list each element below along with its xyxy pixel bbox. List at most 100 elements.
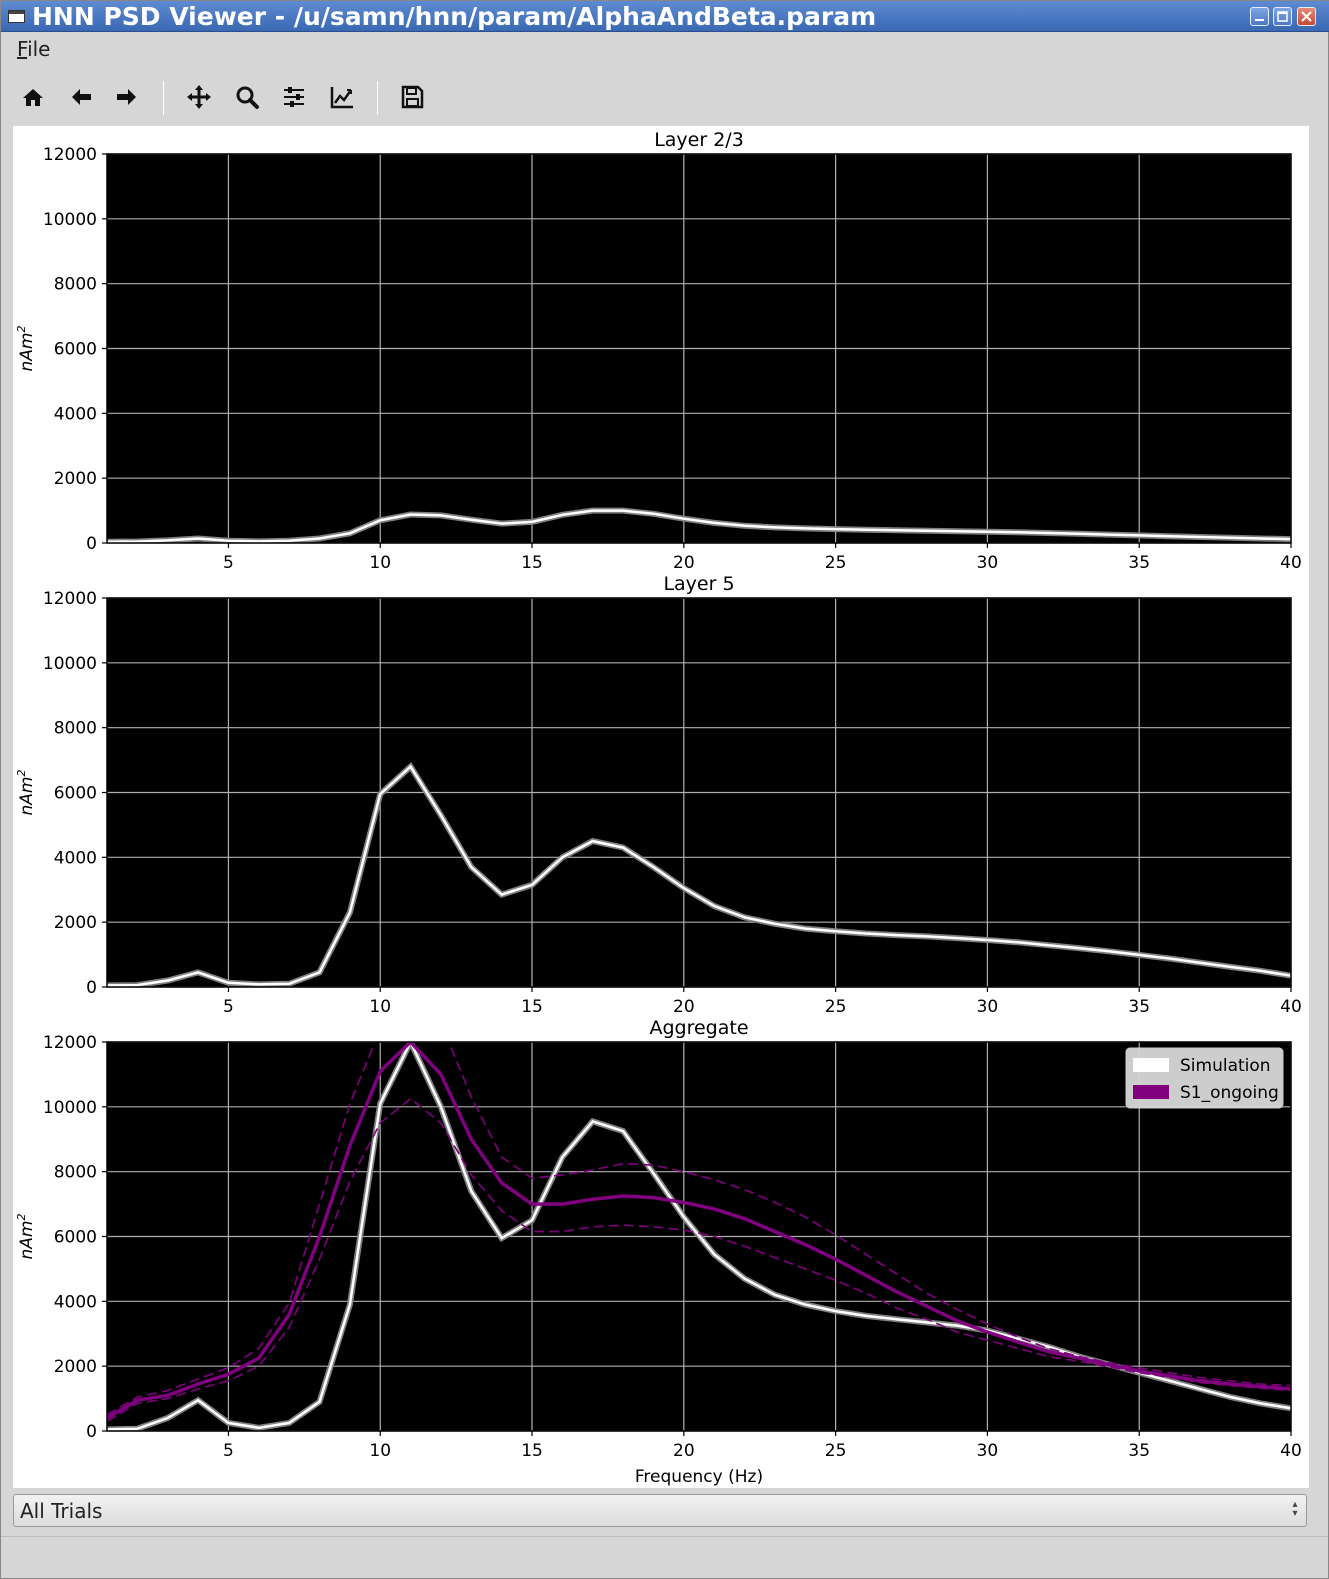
subplot-1: 5 10 15 20 25 30 35 40 0 2000 4000 6000 8000 10000 120… xyxy=(15,573,1302,1017)
x-tick-label: 35 xyxy=(1128,997,1150,1017)
x-tick-label: 15 xyxy=(521,553,543,573)
x-tick-label: 10 xyxy=(369,553,391,573)
minimize-button[interactable] xyxy=(1250,7,1269,26)
x-tick-label: 40 xyxy=(1280,1441,1302,1461)
x-tick-label: 5 xyxy=(223,1441,234,1461)
back-button[interactable] xyxy=(63,79,99,115)
zoom-icon xyxy=(236,86,259,109)
x-tick-label: 35 xyxy=(1128,1441,1150,1461)
x-tick-label: 30 xyxy=(977,997,999,1017)
home-icon xyxy=(23,89,43,106)
y-tick-label: 10000 xyxy=(43,210,97,230)
zoom-button[interactable] xyxy=(229,79,265,115)
x-tick-label: 15 xyxy=(521,997,543,1017)
y-tick-label: 0 xyxy=(86,978,97,998)
save-icon xyxy=(401,85,424,109)
toolbar-separator xyxy=(163,81,164,115)
x-tick-label: 25 xyxy=(825,1441,847,1461)
close-button[interactable] xyxy=(1297,7,1316,26)
x-tick-label: 10 xyxy=(369,997,391,1017)
x-axis-label: Frequency (Hz) xyxy=(635,1467,763,1487)
maximize-icon xyxy=(1277,11,1288,22)
trial-selector[interactable]: All Trials ▴ ▾ xyxy=(13,1494,1307,1527)
subplot-title: Layer 5 xyxy=(663,573,734,595)
subplot-2: 5 10 15 20 25 30 35 40 0 2000 4000 6000 8000 10000 120… xyxy=(15,1017,1302,1487)
status-bar xyxy=(1,1536,1328,1578)
y-tick-label: 6000 xyxy=(54,784,97,804)
y-tick-label: 0 xyxy=(86,1422,97,1442)
x-tick-label: 30 xyxy=(977,1441,999,1461)
home-button[interactable] xyxy=(15,79,51,115)
maximize-button[interactable] xyxy=(1273,7,1292,26)
series-line-simulation xyxy=(107,764,1291,987)
pan-button[interactable] xyxy=(181,79,217,115)
toolbar-separator xyxy=(377,81,378,115)
y-tick-label: 4000 xyxy=(54,1292,97,1312)
series-line-simulation xyxy=(107,509,1291,543)
menu-file[interactable]: File xyxy=(17,37,51,61)
subplot-title: Layer 2/3 xyxy=(654,129,744,151)
trial-selector-value: All Trials xyxy=(20,1499,103,1523)
y-axis-label-superscript: 2 xyxy=(15,770,28,777)
edit-axes-button[interactable] xyxy=(324,79,360,115)
y-tick-label: 2000 xyxy=(54,469,97,489)
forward-icon xyxy=(117,89,136,105)
legend-label: Simulation xyxy=(1180,1056,1271,1076)
close-icon xyxy=(1301,11,1312,22)
x-tick-label: 10 xyxy=(369,1441,391,1461)
y-axis-label-superscript: 2 xyxy=(15,326,28,333)
window-title: HNN PSD Viewer - /u/samn/hnn/param/Alpha… xyxy=(32,2,877,31)
series-group xyxy=(107,761,1291,987)
y-tick-label: 4000 xyxy=(54,404,97,424)
window-icon[interactable] xyxy=(8,10,25,23)
x-tick-label: 25 xyxy=(825,997,847,1017)
y-axis-label-superscript: 2 xyxy=(15,1214,28,1221)
y-axis-label: nAm2 xyxy=(15,1214,37,1260)
psd-plots: 5 10 15 20 25 30 35 400200040006000800010000120… xyxy=(15,129,1302,1487)
y-tick-label: 0 xyxy=(86,534,97,554)
updown-arrows-icon: ▴ ▾ xyxy=(1292,1499,1298,1519)
forward-button[interactable] xyxy=(109,79,145,115)
x-tick-label: 20 xyxy=(673,997,695,1017)
configure-subplots-button[interactable] xyxy=(276,79,312,115)
y-tick-label: 6000 xyxy=(54,1228,97,1248)
y-axis-label: nAm2 xyxy=(15,326,37,372)
subplot-0: 5 10 15 20 25 30 35 40 0 2000 4000 6000 8000 10000 120… xyxy=(15,129,1302,573)
series-line-s1-ongoing-upper xyxy=(107,1042,1291,1416)
y-tick-label: 8000 xyxy=(54,719,97,739)
pan-icon xyxy=(187,85,211,109)
y-tick-label: 8000 xyxy=(54,1163,97,1183)
minimize-icon xyxy=(1255,19,1264,21)
x-tick-label: 5 xyxy=(223,553,234,573)
legend-swatch xyxy=(1133,1058,1169,1072)
y-tick-label: 12000 xyxy=(43,145,97,165)
edit-axes-icon xyxy=(330,87,353,109)
y-tick-label: 12000 xyxy=(43,589,97,609)
x-tick-label: 25 xyxy=(825,553,847,573)
x-tick-label: 20 xyxy=(673,553,695,573)
subplot-title: Aggregate xyxy=(649,1017,748,1039)
plot-toolbar xyxy=(1,71,1328,125)
configure-subplots-icon xyxy=(284,87,304,107)
series-group xyxy=(107,507,1291,543)
legend-label: S1_ongoing xyxy=(1180,1083,1279,1103)
x-tick-label: 40 xyxy=(1280,997,1302,1017)
figure-canvas[interactable]: 5 10 15 20 25 30 35 40 0 2000 4000 6000 8000 10000 120… xyxy=(13,126,1309,1488)
series-group xyxy=(107,1042,1291,1431)
x-tick-label: 15 xyxy=(521,1441,543,1461)
x-tick-label: 20 xyxy=(673,1441,695,1461)
y-tick-label: 10000 xyxy=(43,1098,97,1118)
y-tick-label: 4000 xyxy=(54,848,97,868)
y-tick-label: 6000 xyxy=(54,340,97,360)
title-bar[interactable]: HNN PSD Viewer - /u/samn/hnn/param/Alpha… xyxy=(1,1,1329,32)
y-axis-label: nAm2 xyxy=(15,770,37,816)
back-icon xyxy=(72,89,91,105)
series-line-s1-ongoing xyxy=(107,1042,1291,1420)
save-button[interactable] xyxy=(394,79,430,115)
legend-swatch xyxy=(1133,1085,1169,1099)
series-line-s1-ongoing-lower xyxy=(107,1097,1291,1422)
legend: Simulation S1_ongoing xyxy=(1125,1047,1284,1109)
x-tick-label: 5 xyxy=(223,997,234,1017)
x-tick-label: 40 xyxy=(1280,553,1302,573)
